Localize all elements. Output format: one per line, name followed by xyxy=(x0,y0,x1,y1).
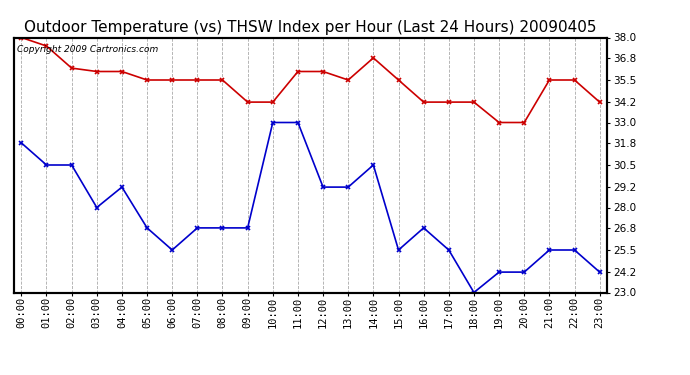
Title: Outdoor Temperature (vs) THSW Index per Hour (Last 24 Hours) 20090405: Outdoor Temperature (vs) THSW Index per … xyxy=(24,20,597,35)
Text: Copyright 2009 Cartronics.com: Copyright 2009 Cartronics.com xyxy=(17,45,158,54)
